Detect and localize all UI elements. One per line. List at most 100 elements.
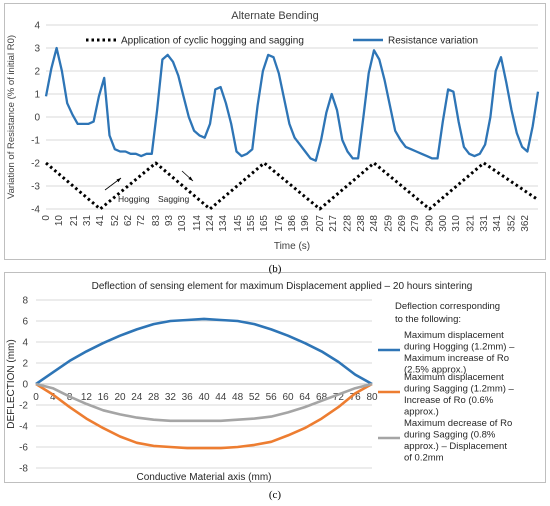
chart1-xtick-label: 310	[451, 215, 462, 232]
chart1-xtick-label: 300	[438, 215, 449, 232]
chart1-xtick-label: 352	[507, 215, 518, 232]
chart2-ytick-label: 0	[22, 380, 28, 391]
chart1-annotation-arrowhead	[188, 176, 193, 181]
chart1-xtick-label: 248	[369, 215, 380, 232]
chart2-ytick-label: -4	[19, 422, 28, 433]
chart1-xtick-label: 103	[177, 215, 188, 232]
caption-b: (b)	[268, 263, 282, 275]
chart2-series-line	[35, 317, 373, 386]
chart1-xtick-label: 238	[356, 215, 367, 232]
chart2-legend-label: during Sagging (0.8%	[404, 430, 496, 441]
chart1-xtick-label: 93	[164, 215, 175, 227]
chart1-annotation-hogging: Hogging	[118, 194, 150, 204]
chart1-ytick-label: 2	[34, 67, 40, 78]
chart2-title: Deflection of sensing element for maximu…	[92, 281, 473, 292]
panel-frame-b	[4, 3, 546, 260]
chart1-ytick-label: 0	[34, 113, 40, 124]
chart1-xtick-label: 0	[41, 215, 52, 221]
chart1-xtick-label: 10	[54, 215, 65, 227]
chart1-xtick-label: 207	[315, 215, 326, 232]
chart2-legend-label: approx.) – Displacement	[404, 441, 507, 452]
chart2-xtick-label: 4	[50, 392, 56, 403]
chart2-legend-label: (2.5% approx.)	[404, 365, 466, 376]
chart1-xtick-label: 321	[466, 215, 477, 232]
chart2-xtick-label: 44	[215, 392, 227, 403]
chart1-xtick-label: 62	[123, 215, 134, 227]
chart2-xtick-label: 60	[282, 392, 294, 403]
chart1-ytick-label: 3	[34, 44, 40, 55]
chart2-ytick-label: 2	[22, 359, 28, 370]
chart1-xtick-label: 21	[69, 215, 80, 227]
chart2-xtick-label: 0	[33, 392, 39, 403]
chart1-xtick-label: 331	[479, 215, 490, 232]
chart1-ytick-label: -2	[31, 159, 40, 170]
chart1-ytick-label: 1	[34, 90, 40, 101]
chart2-ytick-label: 4	[22, 338, 28, 349]
chart2-legend-label: Maximum decrease of Ro	[404, 418, 512, 429]
chart1-xtick-label: 259	[384, 215, 395, 232]
chart2-ytick-label: 6	[22, 317, 28, 328]
chart2-ytick-label: 8	[22, 296, 28, 307]
chart2-legend-label: Increase of Ro (0.6%	[404, 395, 494, 406]
chart1-xtick-label: 290	[425, 215, 436, 232]
chart2-xtick-label: 72	[333, 392, 345, 403]
chart2-xtick-label: 48	[232, 392, 244, 403]
chart2-ytick-label: -2	[19, 401, 28, 412]
chart2-xtick-label: 28	[148, 392, 160, 403]
chart2-legend-label: approx.)	[404, 407, 439, 418]
chart2-legend-label: during Hogging (1.2mm) –	[404, 342, 515, 353]
chart1-xtick-label: 362	[520, 215, 531, 232]
chart2-legend-title: to the following:	[395, 314, 461, 325]
chart2-legend-label: Maximum displacement	[404, 330, 504, 341]
chart1-ytick-label: 4	[34, 21, 40, 32]
chart1-xtick-label: 145	[233, 215, 244, 232]
chart2-legend-label: Maximum displacement	[404, 372, 504, 383]
chart1-ytick-label: -1	[31, 136, 40, 147]
chart1-yaxis-title: Variation of Resistance (% of initial R0…	[6, 35, 17, 199]
chart1-legend-label: Resistance variation	[388, 36, 478, 47]
chart1-xtick-label: 269	[397, 215, 408, 232]
chart1-xtick-label: 41	[95, 215, 106, 227]
chart2-xtick-label: 80	[366, 392, 378, 403]
chart1-xtick-label: 83	[151, 215, 162, 227]
chart1-xtick-label: 31	[82, 215, 93, 227]
chart1-xtick-label: 124	[205, 215, 216, 232]
chart1-xtick-label: 134	[218, 215, 229, 232]
chart1-xtick-label: 165	[259, 215, 270, 232]
chart1-xtick-label: 228	[343, 215, 354, 232]
chart2-xtick-label: 20	[114, 392, 126, 403]
chart2-xtick-label: 16	[98, 392, 110, 403]
chart1-xtick-label: 279	[410, 215, 421, 232]
chart2-xtick-label: 24	[131, 392, 143, 403]
chart1-xtick-label: 114	[192, 215, 203, 231]
chart2-legend-label: Maximum increase of Ro	[404, 353, 509, 364]
chart1-xtick-label: 155	[246, 215, 257, 232]
chart2-xtick-label: 68	[316, 392, 328, 403]
chart1-xtick-label: 72	[136, 215, 147, 227]
chart2-series-line	[35, 382, 373, 423]
chart2-xtick-label: 52	[249, 392, 261, 403]
chart1-xtick-label: 196	[300, 215, 311, 232]
chart2-legend-label: of 0.2mm	[404, 453, 444, 464]
chart2-xtick-label: 36	[182, 392, 194, 403]
chart2-xtick-label: 56	[266, 392, 278, 403]
chart2-xtick-label: 76	[350, 392, 362, 403]
chart1-xtick-label: 341	[492, 215, 503, 232]
chart2-legend-title: Deflection corresponding	[395, 301, 500, 312]
chart1-ytick-label: -4	[31, 205, 40, 216]
chart2-series-line	[35, 382, 373, 450]
chart2-xaxis-title: Conductive Material axis (mm)	[136, 472, 271, 483]
chart1-legend-label: Application of cyclic hogging and saggin…	[121, 36, 304, 47]
chart1-title: Alternate Bending	[231, 10, 318, 22]
chart1-xtick-label: 217	[328, 215, 339, 232]
chart2-xtick-label: 12	[81, 392, 93, 403]
chart1-ytick-label: -3	[31, 182, 40, 193]
chart2-xtick-label: 40	[198, 392, 210, 403]
chart2-legend-label: during Sagging (1.2mm) –	[404, 384, 515, 395]
chart1-xtick-label: 52	[110, 215, 121, 227]
chart1-annotation-sagging: Sagging	[158, 194, 189, 204]
chart1-series-line	[44, 46, 540, 162]
chart2-ytick-label: -8	[19, 464, 28, 475]
chart2-yaxis-title: DEFLECTION (mm)	[6, 339, 17, 428]
